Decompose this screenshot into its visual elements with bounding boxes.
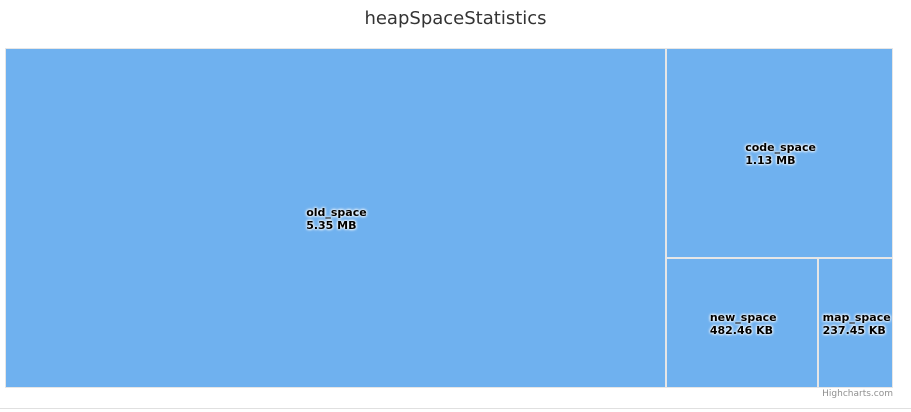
treemap-cell-old-space[interactable]: old_space 5.35 MB [5,48,667,388]
chart-title: heapSpaceStatistics [364,8,547,29]
treemap-cell-label: code_space 1.13 MB [745,141,816,167]
bottom-divider [0,408,911,409]
treemap-cell-value: 5.35 MB [306,219,357,232]
treemap-cell-label: old_space 5.35 MB [306,206,367,232]
treemap-cell-value: 1.13 MB [745,153,796,167]
treemap-cell-name: map_space [822,310,891,324]
treemap-plot-area: old_space 5.35 MB code_space 1.13 MB new_spa… [5,48,893,388]
treemap-cell-code-space[interactable]: code_space 1.13 MB [666,48,893,258]
treemap-cell-name: new_space [709,310,777,324]
treemap-cell-map-space[interactable]: map_space 237.45 KB [818,257,893,388]
treemap-cell-name: old_space [306,206,367,219]
treemap-cell-label: map_space 237.45 KB [823,311,891,337]
treemap-cell-value: 482.46 KB [709,323,773,337]
treemap-cell-value: 237.45 KB [822,323,886,337]
credits-link[interactable]: Highcharts.com [822,389,893,399]
treemap-cell-new-space[interactable]: new_space 482.46 KB [666,257,819,388]
treemap-cell-label: new_space 482.46 KB [710,311,777,337]
treemap-cell-name: code_space [745,140,816,154]
